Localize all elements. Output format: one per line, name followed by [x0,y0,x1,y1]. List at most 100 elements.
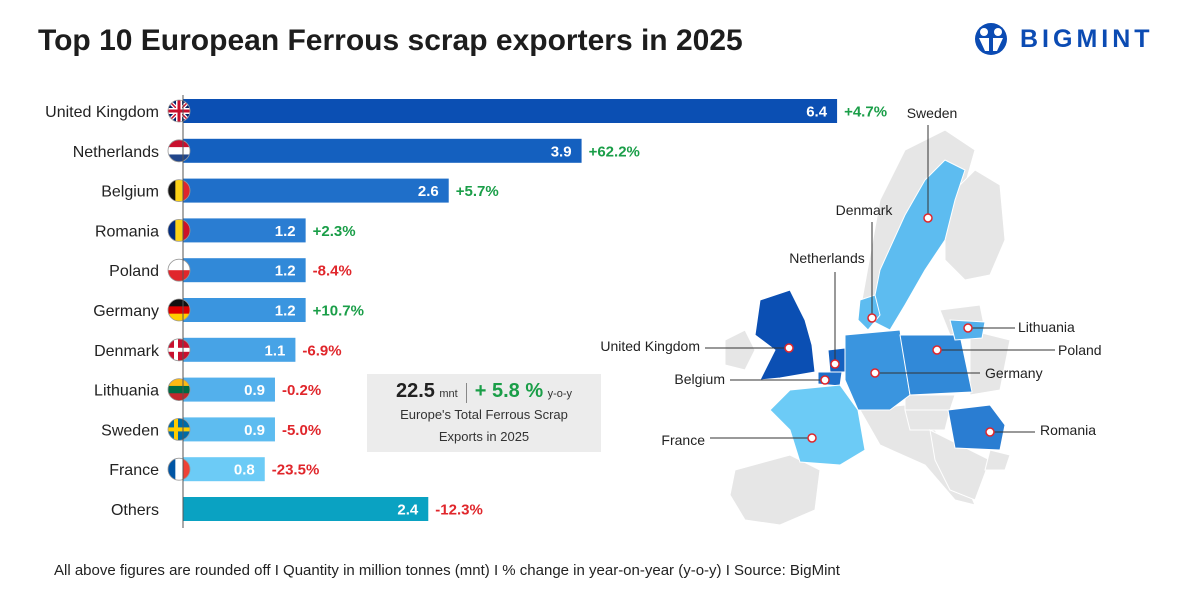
yoy-change-label: +62.2% [589,143,640,160]
map-label: Netherlands [789,250,865,266]
map-label: United Kingdom [600,338,700,354]
value-label: 1.2 [275,263,296,280]
flag-germany-icon [168,299,190,321]
total-value: 22.5 [395,380,435,402]
map-marker [870,368,880,378]
flag-denmark-icon [168,338,190,361]
value-label: 6.4 [806,104,828,121]
map-country-other [969,329,1011,396]
category-label: United Kingdom [45,104,159,121]
logo-text: BIGMINT [1020,24,1154,53]
map-label: Poland [1058,342,1102,358]
category-label: Belgium [101,184,159,201]
map-country-other [729,454,821,526]
yoy-change-label: +4.7% [844,104,887,121]
value-label: 3.9 [551,143,572,160]
map-label: Belgium [674,371,725,387]
value-label: 1.2 [275,223,296,240]
map-label: Romania [1040,422,1096,438]
bar-romania [183,218,306,243]
map-marker [932,345,942,355]
flag-france-icon [168,458,190,481]
flag-sweden-icon [168,418,190,441]
map-country-other [984,449,1011,471]
summary-box: 22.5 mnt + 5.8 % y-o-y Europe's Total Fer… [367,374,601,452]
category-label: Netherlands [73,144,159,161]
change-unit: y-o-y [547,388,573,400]
value-label: 2.6 [418,183,439,200]
map-label: Lithuania [1018,319,1075,335]
flag-outline [167,139,191,163]
flag-outline [167,338,191,362]
yoy-change-label: -23.5% [272,462,320,479]
flag-outline [167,378,191,402]
bar-united-kingdom [183,99,838,123]
category-label: Poland [109,263,159,280]
yoy-change-label: -6.9% [302,342,341,359]
bar-poland [183,258,306,283]
map-country-united-kingdom [754,289,816,381]
map-country-other [904,409,951,431]
yoy-change-label: -12.3% [435,502,483,519]
category-label: France [109,462,159,479]
bigmint-logo: BIGMINT [972,22,1154,56]
bigmint-logo-icon [975,23,1007,55]
flag-outline [167,218,191,242]
flag-outline [167,298,191,322]
flag-outline [167,417,191,441]
map-marker [784,343,794,353]
map-country-other [944,169,1006,281]
flag-outline [167,99,191,123]
yoy-change-label: -0.2% [282,382,321,399]
map-country-other [904,394,956,411]
map-marker [820,375,830,385]
map-country-poland [899,334,973,396]
map-label: Sweden [907,105,958,121]
yoy-change-label: +5.7% [456,183,499,200]
chart-title: Top 10 European Ferrous scrap exporters … [38,24,743,57]
flag-united-kingdom-icon [168,100,190,122]
yoy-change-label: -8.4% [313,263,352,280]
flag-outline [167,258,191,282]
bar-germany [183,298,306,322]
value-label: 0.9 [244,382,265,399]
yoy-change-label: +2.3% [313,223,356,240]
bar-belgium [183,178,449,203]
flag-belgium-icon [168,179,190,202]
map-country-denmark [857,294,881,331]
category-label: Others [111,502,159,519]
flag-outline [167,179,191,203]
bar-lithuania [183,377,275,402]
footer-note: All above figures are rounded off I Quan… [54,562,840,579]
map-country-other [724,329,756,371]
map-marker [830,359,840,369]
flag-netherlands-icon [168,139,190,162]
bar-denmark [183,337,296,362]
bar-france [183,457,265,482]
map-label: Denmark [836,202,894,218]
yoy-change-label: +10.7% [313,303,364,320]
total-change: + 5.8 % [474,380,544,402]
map-country-france [769,384,866,466]
bar-others [183,497,429,521]
value-label: 0.8 [234,462,255,479]
value-label: 1.2 [275,303,296,320]
flag-outline [167,457,191,481]
value-label: 2.4 [397,502,419,519]
map-marker [923,213,933,223]
flag-lithuania-icon [168,378,190,401]
value-label: 0.9 [244,422,265,439]
divider [465,382,467,403]
category-label: Sweden [101,422,159,439]
total-unit: mnt [439,388,458,400]
bar-netherlands [183,138,582,163]
category-label: Denmark [94,343,160,360]
map-marker [807,433,817,443]
category-label: Romania [95,223,159,240]
summary-line-1: Europe's Total Ferrous Scrap [400,407,568,422]
map-label: Germany [985,365,1043,381]
category-label: Lithuania [94,383,159,400]
map-marker [963,323,973,333]
map-marker [867,313,877,323]
